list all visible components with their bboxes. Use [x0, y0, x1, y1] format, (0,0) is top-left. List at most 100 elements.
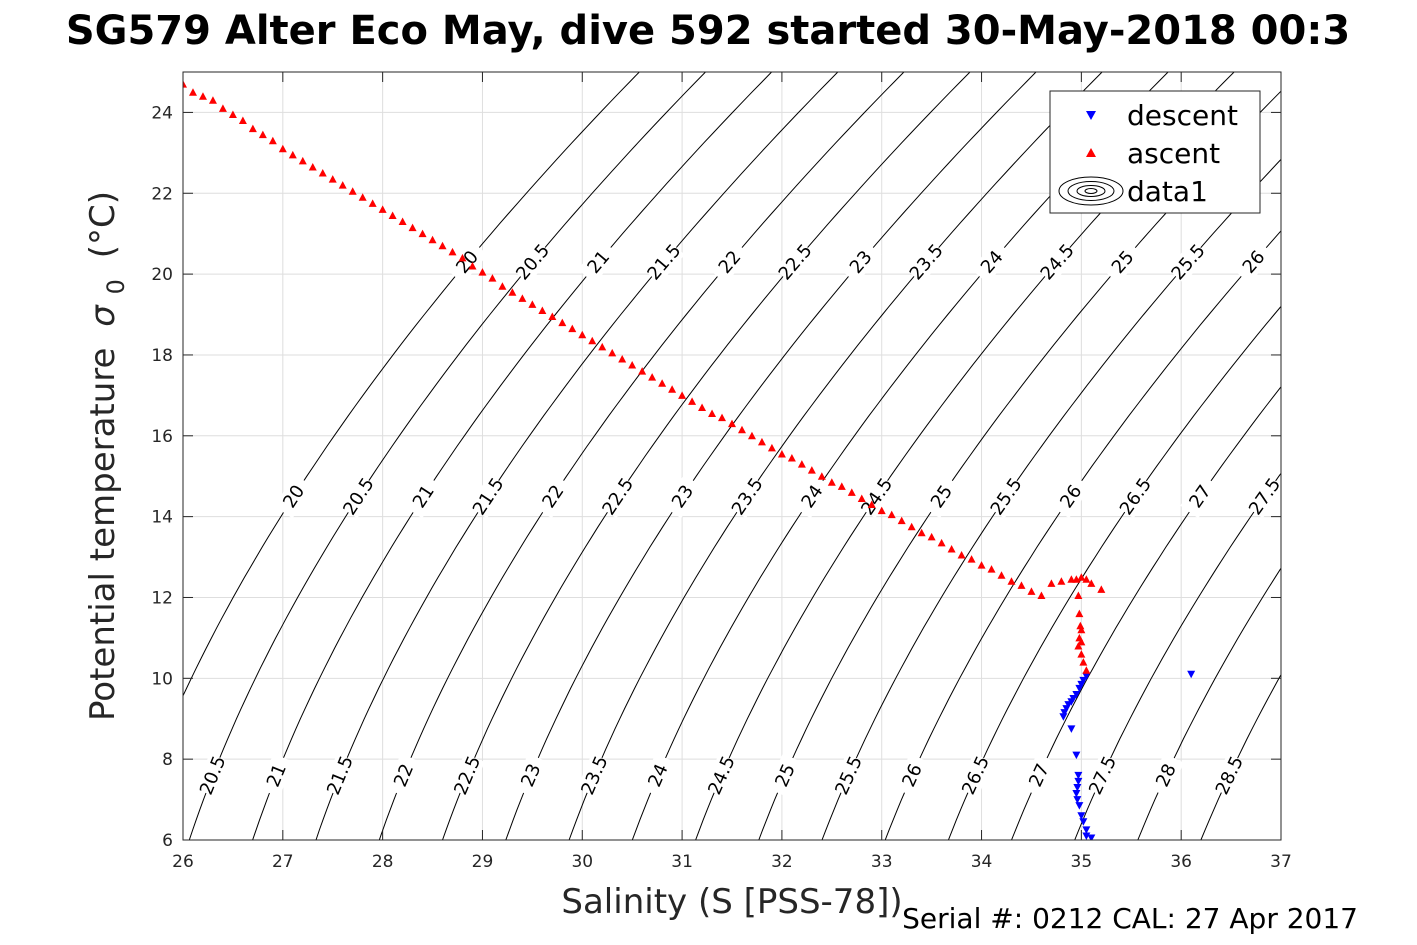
ascent-point	[308, 162, 317, 171]
x-tick-label: 32	[771, 852, 793, 872]
ascent-point	[877, 506, 886, 515]
ascent-point	[708, 409, 717, 418]
ascent-point	[1087, 579, 1096, 587]
y-tick-label: 12	[151, 588, 173, 608]
ascent-point	[268, 136, 277, 145]
ascent-point	[478, 268, 487, 276]
ascent-point	[718, 413, 727, 422]
ascent-point	[907, 522, 916, 531]
ascent-point	[368, 199, 377, 207]
plot-frame	[182, 71, 1282, 841]
ascent-point	[288, 150, 297, 159]
x-axis-label: Salinity (S [PSS-78])	[561, 882, 902, 922]
y-tick-label: 22	[151, 184, 173, 204]
y-tick-label: 8	[162, 750, 173, 770]
x-tick-label: 26	[172, 852, 194, 872]
y-axis-unit: (°C)	[83, 191, 123, 258]
ascent-point	[847, 488, 856, 496]
contour-label-bg	[640, 753, 676, 798]
contour-label-bg	[274, 474, 314, 519]
legend-ascent-marker	[1086, 148, 1096, 157]
ascent-point	[1037, 591, 1046, 599]
contour-label-bg	[662, 474, 703, 519]
contour-label-bg	[1147, 753, 1185, 798]
descent-point	[1072, 751, 1081, 760]
contour-label-bg	[727, 474, 768, 519]
descent-point	[1082, 832, 1091, 840]
serial-cal-text: Serial #: 0212 CAL: 27 Apr 2017	[902, 902, 1358, 935]
ascent-point	[188, 88, 197, 96]
contour-label-bg	[577, 240, 620, 284]
contour-label-bg	[957, 753, 994, 798]
contour-label-bg	[403, 474, 444, 519]
contour-label-bg	[1084, 753, 1121, 798]
ascent-point	[358, 193, 367, 201]
y-tick-label: 14	[151, 508, 173, 528]
ascent-point	[1077, 637, 1086, 646]
ascent-point	[428, 235, 437, 244]
ascent-point	[1074, 591, 1083, 599]
ascent-point	[1076, 621, 1085, 630]
x-tick-label: 31	[671, 852, 693, 872]
ascent-point	[997, 571, 1006, 579]
descent-point	[1074, 777, 1083, 786]
legend-ascent-label: ascent	[1127, 137, 1220, 170]
ascent-point	[1079, 658, 1088, 666]
contour-label-bg	[1180, 474, 1221, 519]
x-tick-label: 36	[1170, 852, 1192, 872]
legend-data1-label: data1	[1127, 175, 1208, 208]
ascent-point	[598, 342, 607, 351]
contour-label-bg	[576, 753, 613, 798]
descent-point	[1082, 826, 1091, 834]
contour-label-bg	[971, 240, 1013, 284]
ascent-point	[528, 300, 537, 308]
ascent-point	[238, 116, 247, 125]
ascent-point	[688, 397, 697, 405]
ascent-point	[787, 454, 796, 462]
descent-point	[1077, 680, 1086, 689]
ascent-point	[318, 169, 327, 177]
ascent-point	[1082, 666, 1091, 674]
ascent-point	[548, 312, 557, 321]
contour-line	[183, 72, 641, 697]
ascent-point	[438, 241, 447, 250]
contour-label-bg	[774, 240, 816, 284]
x-tick-label: 28	[372, 852, 394, 872]
contour-label-bg	[1244, 474, 1285, 519]
ascent-point	[578, 330, 587, 339]
ascent-point	[488, 274, 497, 282]
contour-label-bg	[598, 474, 638, 519]
svg-text:Potential temperature σ: Potential temperature σ 0 (°C)	[83, 191, 133, 721]
y-tick-label: 24	[151, 103, 173, 123]
ascent-point	[1075, 609, 1084, 618]
ascent-point	[1027, 587, 1036, 595]
ascent-point	[927, 532, 936, 541]
contour-label-bg	[468, 474, 508, 519]
descent-point	[1072, 790, 1081, 798]
descent-point	[1075, 684, 1084, 693]
descent-point	[1187, 670, 1196, 679]
descent-point	[1073, 796, 1082, 804]
ascent-point	[1077, 573, 1086, 581]
contour-label-bg	[259, 753, 294, 798]
y-tick-label: 18	[151, 346, 173, 366]
descent-point	[1079, 676, 1088, 685]
contour-label-bg	[386, 753, 422, 798]
ascent-point	[1097, 585, 1106, 593]
ascent-point	[518, 294, 527, 302]
contour-label-bg	[986, 474, 1027, 519]
contour-label-bg	[446, 240, 488, 284]
ascent-point	[538, 306, 547, 314]
contour-label-bg	[1232, 240, 1275, 284]
contour-label-bg	[830, 753, 867, 798]
ascent-point	[638, 367, 647, 375]
ascent-point	[937, 538, 946, 547]
contour-label-bg	[708, 240, 751, 284]
ascent-point	[1057, 577, 1066, 585]
ascent-point	[388, 211, 397, 219]
descent-point	[1074, 771, 1083, 780]
ascent-point	[208, 96, 217, 104]
ascent-point	[1072, 575, 1081, 583]
ascent-point	[468, 262, 477, 270]
ascent-point	[887, 510, 896, 519]
